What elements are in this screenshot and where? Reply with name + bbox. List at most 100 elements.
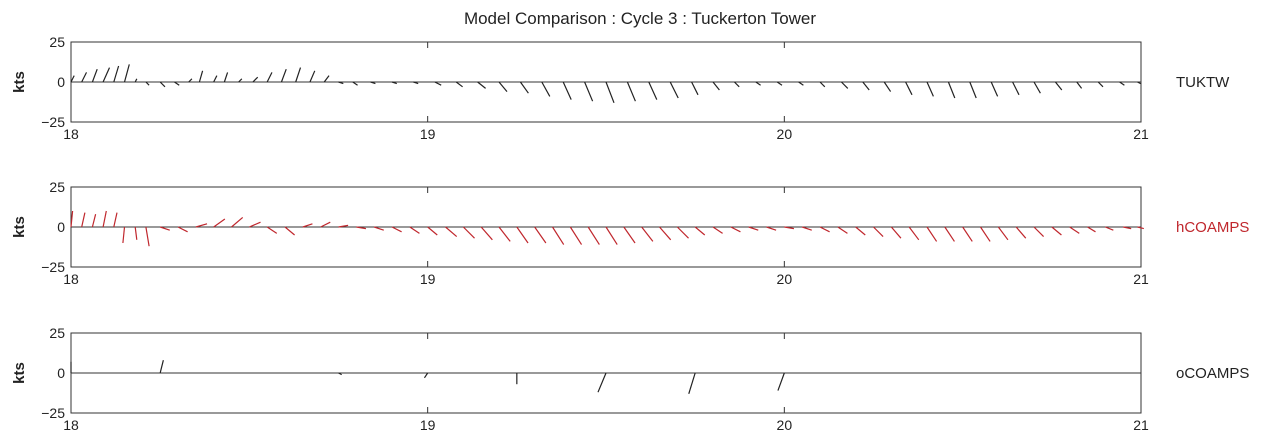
series-label: TUKTW [1176, 74, 1230, 91]
wind-vector [1051, 226, 1062, 236]
wind-vector [1012, 81, 1020, 96]
vector-series [70, 64, 1141, 104]
x-tick-label: 21 [1133, 126, 1149, 142]
wind-vector [641, 226, 654, 242]
wind-vector [145, 81, 150, 86]
wind-vector [177, 226, 188, 233]
wind-vector [712, 81, 720, 91]
wind-vector [462, 226, 475, 239]
wind-vector [605, 226, 618, 245]
wind-vector [862, 81, 870, 91]
wind-vector [323, 75, 330, 83]
y-tick-label: 0 [57, 219, 65, 235]
wind-vector [338, 224, 349, 228]
chart-title: Model Comparison : Cycle 3 : Tuckerton T… [464, 9, 816, 28]
wind-vector [712, 226, 723, 234]
wind-vector [320, 221, 331, 228]
wind-vector [188, 78, 193, 83]
wind-vector [890, 226, 902, 239]
wind-vector [123, 64, 130, 83]
wind-vector [1015, 226, 1027, 239]
wind-vector [373, 226, 384, 231]
wind-vector [947, 81, 956, 99]
wind-vector [91, 68, 98, 83]
wind-vector [1069, 226, 1080, 234]
wind-vector [1137, 226, 1144, 230]
wind-vector [534, 226, 547, 244]
wind-vector [676, 226, 689, 239]
y-tick-label: 25 [49, 179, 65, 195]
wind-vector [302, 223, 313, 228]
y-axis-label: kts [11, 362, 28, 384]
x-tick-label: 18 [63, 417, 79, 433]
wind-vector [213, 218, 226, 228]
x-tick-label: 18 [63, 271, 79, 287]
wind-vector [145, 226, 150, 247]
wind-vector [113, 65, 120, 83]
wind-vector [840, 81, 849, 89]
wind-vector [498, 81, 508, 92]
y-axis-label: kts [11, 216, 28, 238]
wind-vector [873, 226, 884, 238]
wind-vector [223, 72, 229, 83]
wind-vector [231, 216, 244, 228]
wind-vector [819, 226, 830, 233]
wind-vector [905, 81, 913, 96]
y-tick-label: −25 [41, 259, 65, 275]
x-tick-label: 21 [1133, 417, 1149, 433]
wind-vector [280, 68, 287, 83]
wind-vector [352, 81, 358, 86]
wind-vector [70, 210, 74, 228]
wind-vector [1087, 226, 1096, 233]
x-tick-label: 19 [420, 271, 436, 287]
wind-vector [516, 226, 529, 244]
x-tick-label: 20 [777, 271, 793, 287]
wind-vector [338, 81, 344, 85]
wind-vector [134, 226, 138, 240]
wind-vector [519, 81, 529, 94]
wind-vector [434, 81, 442, 86]
wind-vector [1119, 81, 1125, 86]
wind-vector [776, 81, 783, 86]
wind-vector [597, 372, 607, 393]
wind-vector [748, 226, 759, 231]
wind-vector [423, 372, 429, 379]
wind-vector [1105, 226, 1114, 231]
x-tick-label: 18 [63, 126, 79, 142]
wind-vector [541, 81, 551, 97]
wind-vector [249, 221, 261, 228]
wind-vector [81, 72, 88, 83]
wind-vector [926, 81, 934, 97]
wind-vector [551, 226, 565, 245]
wind-vector [356, 226, 367, 230]
wind-vector [159, 360, 164, 374]
wind-vector [480, 226, 493, 241]
wind-vector [1033, 81, 1041, 94]
wind-vector [159, 226, 170, 231]
wind-vector [295, 67, 302, 83]
wind-vector [195, 223, 208, 228]
wind-vector [1033, 226, 1045, 238]
wind-vector [1137, 81, 1141, 85]
wind-vector [584, 81, 594, 102]
wind-vector [980, 226, 991, 242]
wind-vector [391, 81, 397, 85]
wind-vector [669, 81, 679, 99]
wind-vector [498, 226, 511, 242]
wind-vector [798, 81, 804, 86]
x-tick-label: 19 [420, 417, 436, 433]
y-axis-label: kts [11, 71, 28, 93]
wind-vector [990, 81, 999, 97]
series-label: hCOAMPS [1176, 219, 1249, 236]
x-tick-label: 20 [777, 417, 793, 433]
wind-vector [777, 372, 785, 391]
wind-vector [562, 81, 572, 100]
wind-vector [477, 81, 486, 89]
wind-vector [801, 226, 812, 231]
series-label: oCOAMPS [1176, 365, 1249, 382]
wind-vector [819, 81, 826, 88]
x-tick-label: 21 [1133, 271, 1149, 287]
wind-vector [1076, 81, 1083, 89]
